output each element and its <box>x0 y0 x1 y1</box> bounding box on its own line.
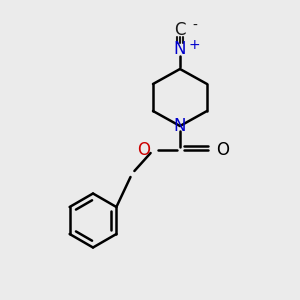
Text: N: N <box>174 117 186 135</box>
Text: -: - <box>193 19 197 32</box>
Text: +: + <box>189 38 200 52</box>
Text: N: N <box>174 40 186 58</box>
Text: O: O <box>138 141 151 159</box>
Text: O: O <box>216 141 229 159</box>
Text: C: C <box>174 21 186 39</box>
